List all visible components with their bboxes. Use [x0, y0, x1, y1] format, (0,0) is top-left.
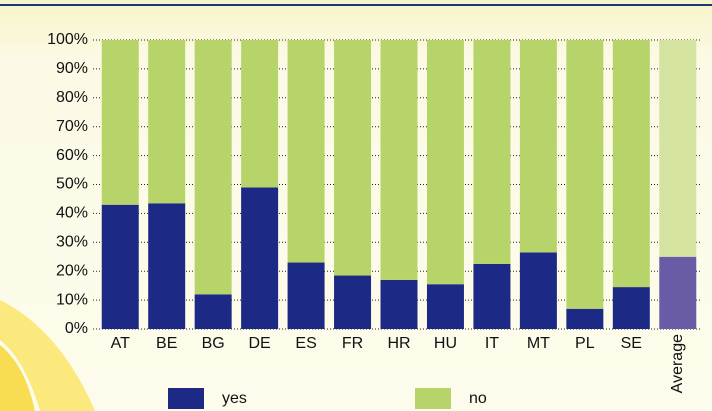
y-tick-label: 60% [56, 147, 88, 164]
legend-label: no [469, 390, 487, 407]
bar-segment [612, 287, 650, 329]
x-tick-label: BG [202, 335, 225, 352]
bar-segment [519, 252, 557, 329]
x-tick-label: DE [248, 335, 270, 352]
bar-segment [380, 40, 418, 280]
y-tick-label: 0% [65, 320, 88, 337]
bar-segment [426, 40, 464, 285]
x-tick-label: BE [156, 335, 177, 352]
y-tick-label: 20% [56, 262, 88, 279]
legend-label: yes [222, 390, 247, 407]
y-tick-label: 100% [47, 31, 88, 48]
bar-segment [334, 275, 372, 329]
y-tick-label: 40% [56, 205, 88, 222]
x-tick-label: AT [111, 335, 130, 352]
bar-segment [659, 256, 697, 329]
bar-segment [612, 40, 650, 288]
bar-segment [101, 204, 139, 329]
sun-decoration [0, 300, 95, 411]
bar-segment [334, 40, 372, 276]
y-tick-label: 80% [56, 89, 88, 106]
x-tick-label: SE [621, 335, 642, 352]
y-tick-label: 70% [56, 118, 88, 135]
y-tick-label: 50% [56, 176, 88, 193]
x-tick-label: Average [669, 334, 686, 393]
bar-segment [148, 203, 186, 329]
x-tick-label: FR [342, 335, 363, 352]
bar-segment [659, 40, 697, 257]
bar-segment [380, 279, 418, 329]
bar-segment [426, 284, 464, 329]
bar-segment [473, 40, 511, 264]
x-tick-label: PL [575, 335, 595, 352]
bar-segment [241, 187, 279, 329]
x-tick-label: ES [295, 335, 316, 352]
x-tick-label: MT [527, 335, 550, 352]
bar-segment [473, 263, 511, 329]
x-tick-label: HR [387, 335, 410, 352]
bar-segment [287, 40, 325, 263]
bar-segment [519, 40, 557, 253]
bar-segment [287, 262, 325, 329]
x-tick-label: HU [434, 335, 457, 352]
bar-segment [194, 294, 232, 329]
x-tick-label: IT [485, 335, 499, 352]
bar-segment [148, 40, 186, 204]
bar-segment [194, 40, 232, 295]
y-tick-label: 10% [56, 291, 88, 308]
bar-segment [566, 40, 604, 309]
bar-segment [241, 40, 279, 188]
legend-swatch [415, 388, 451, 409]
legend-swatch [168, 388, 204, 409]
top-rule [0, 4, 712, 6]
bar-segment [101, 40, 139, 205]
y-tick-label: 30% [56, 234, 88, 251]
bar-segment [566, 308, 604, 329]
y-tick-label: 90% [56, 60, 88, 77]
